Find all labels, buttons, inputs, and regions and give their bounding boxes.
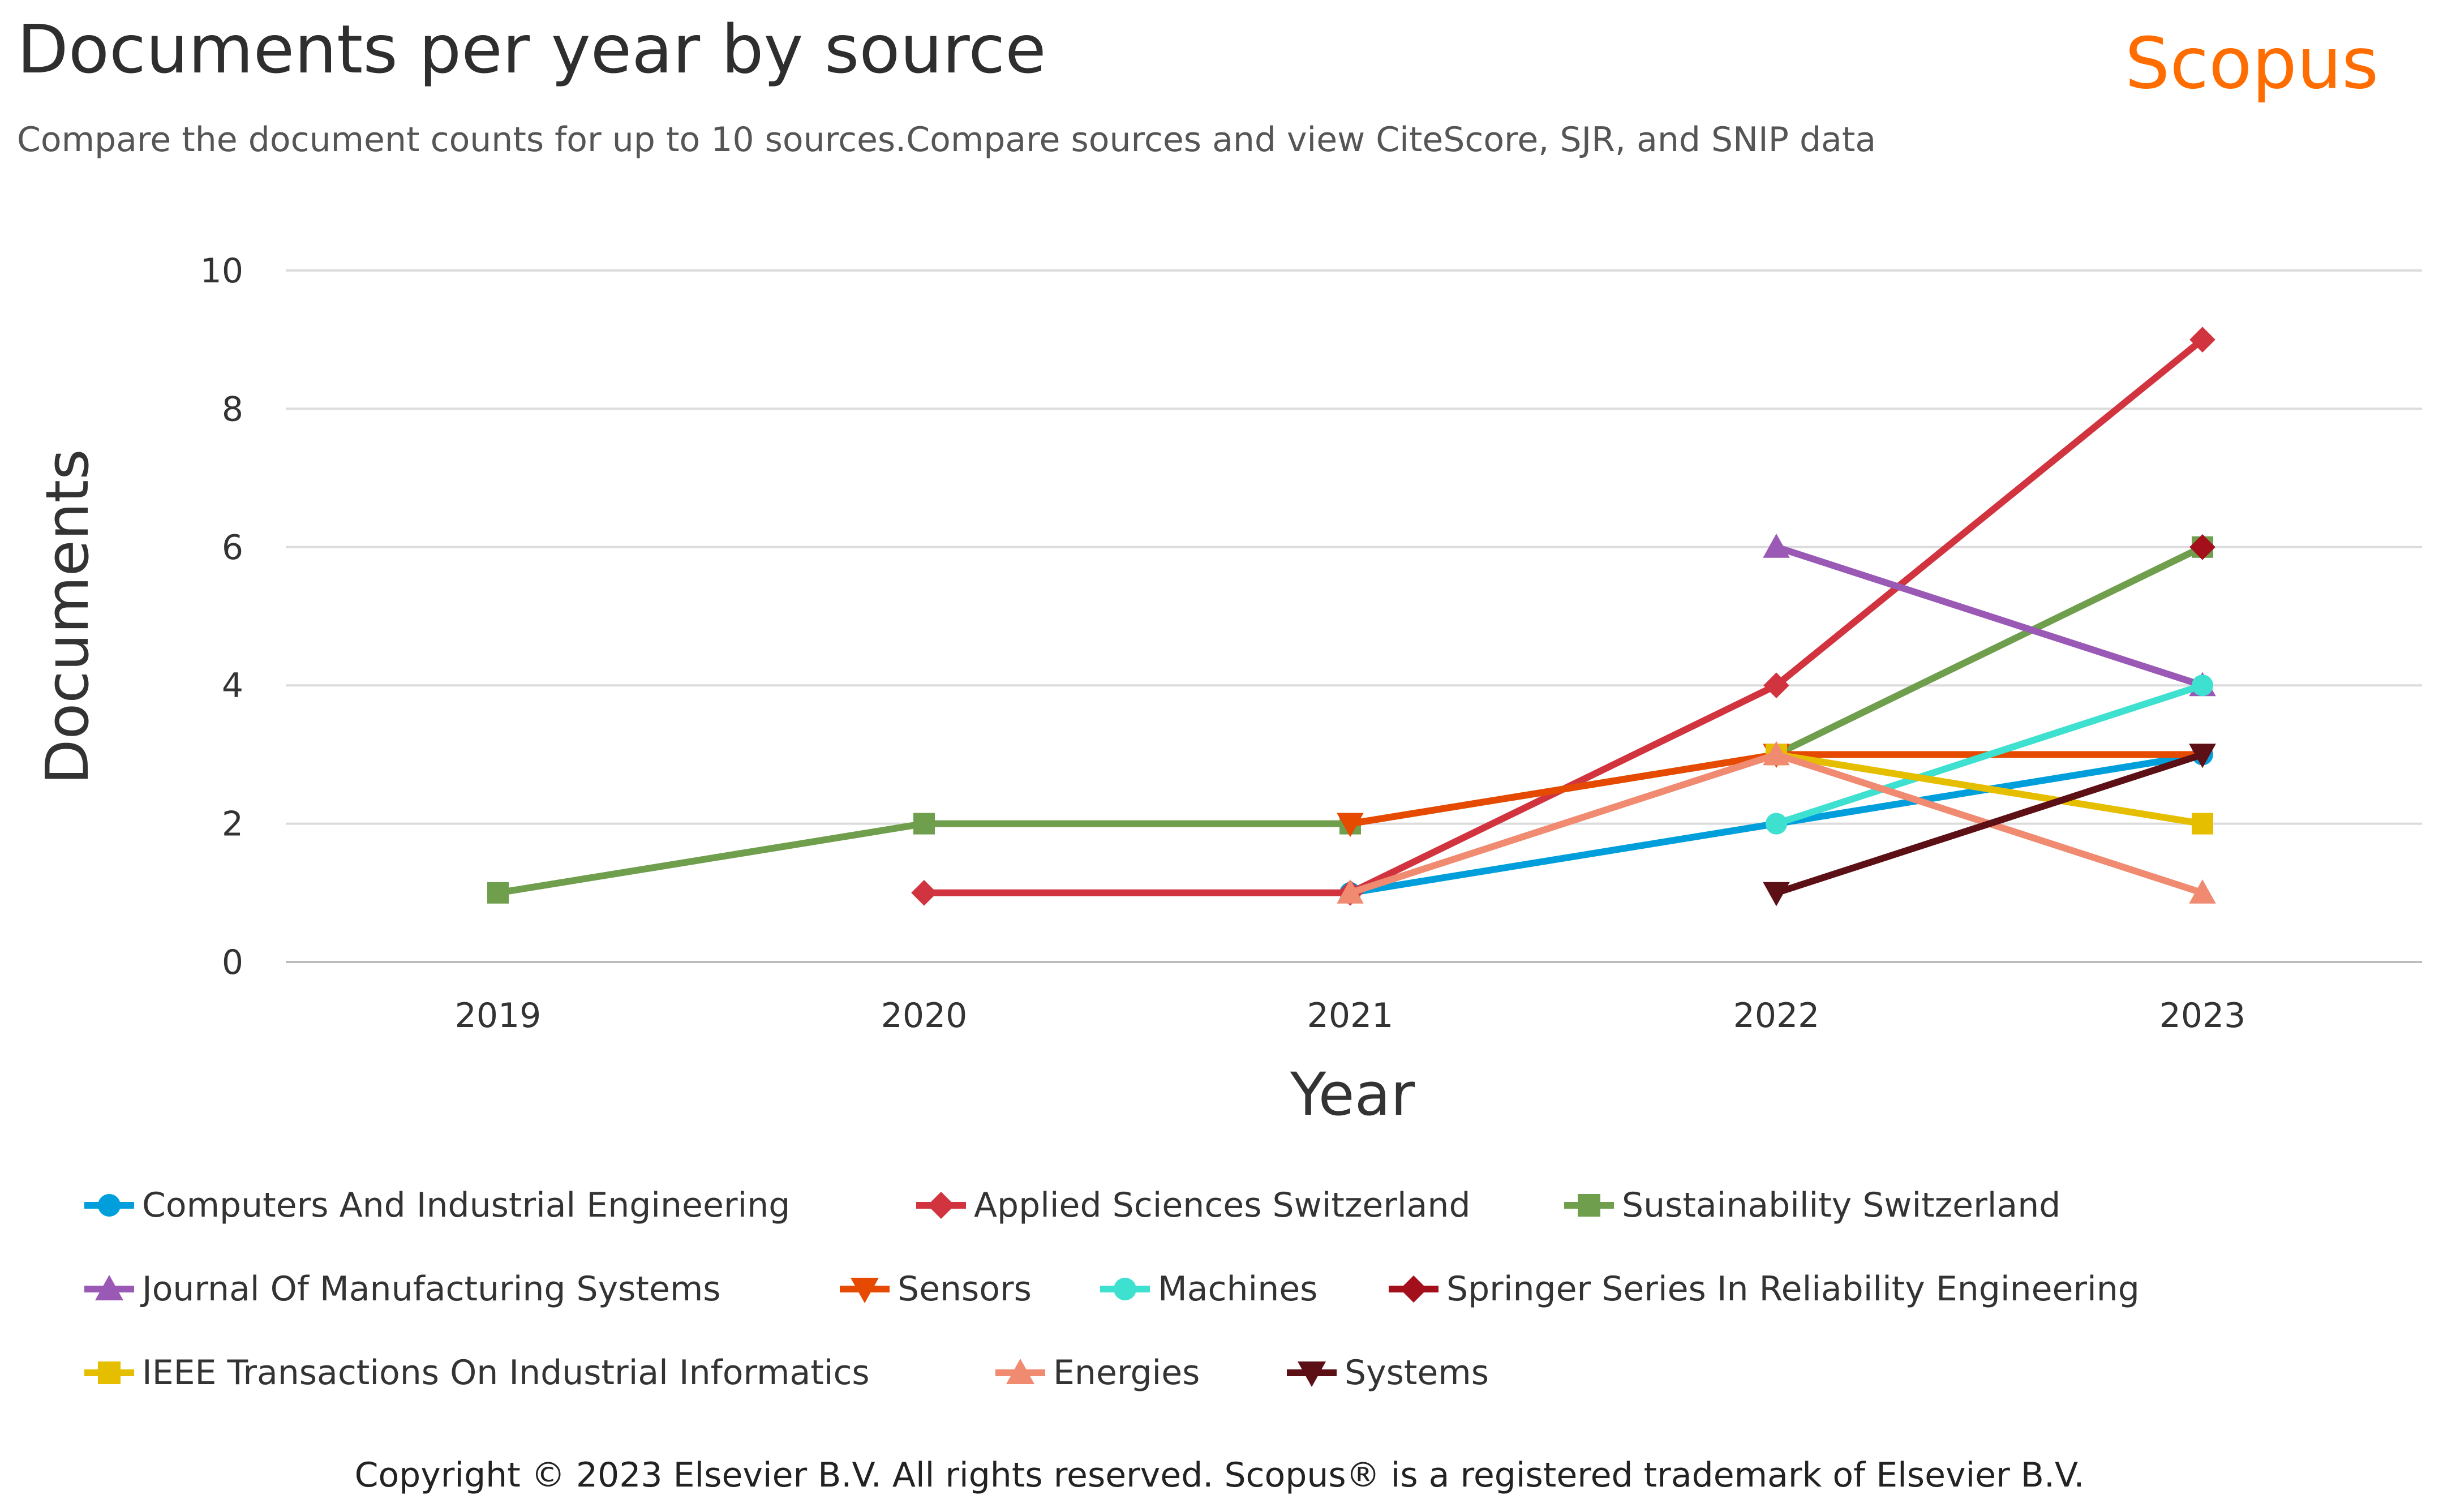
scopus-logo[interactable]: Scopus [2125, 23, 2379, 105]
x-tick-label: 2022 [1733, 996, 1820, 1036]
series-2 [487, 536, 2213, 904]
data-point[interactable] [2189, 744, 2216, 768]
legend-swatch-marker[interactable] [1114, 1278, 1136, 1300]
series-lines [487, 327, 2216, 907]
legend-label: Sensors [898, 1269, 1032, 1309]
data-point[interactable] [2189, 879, 2216, 904]
legend-swatch [84, 1361, 134, 1384]
legend-swatch-marker[interactable] [95, 1275, 123, 1300]
legend-swatch-marker[interactable] [851, 1278, 879, 1303]
copyright-notice: Copyright © 2023 Elsevier B.V. All right… [354, 1455, 2085, 1495]
legend-item[interactable]: Sensors [838, 1266, 1032, 1312]
x-tick-label: 2019 [455, 996, 542, 1036]
y-tick-label: 4 [222, 666, 243, 706]
series-line[interactable] [1773, 682, 2206, 827]
x-axis-label: Year [1290, 1060, 1415, 1129]
y-axis-ticks: 0 2 4 6 8 10 [200, 251, 243, 982]
data-point[interactable] [2189, 327, 2215, 353]
legend-item[interactable]: Sustainability Switzerland [1562, 1183, 2060, 1228]
data-point[interactable] [1763, 534, 1790, 558]
legend-item[interactable]: Computers And Industrial Engineering [82, 1183, 790, 1228]
y-tick-label: 10 [200, 251, 243, 291]
data-point[interactable] [911, 880, 937, 906]
data-point[interactable] [1763, 882, 1790, 907]
legend-label: Computers And Industrial Engineering [142, 1185, 791, 1225]
legend-item[interactable]: Journal Of Manufacturing Systems [82, 1266, 721, 1312]
series-5 [1766, 675, 2213, 835]
x-tick-label: 2020 [881, 996, 968, 1036]
y-tick-label: 2 [222, 805, 243, 844]
legend-label: Sustainability Switzerland [1622, 1185, 2061, 1225]
series-8 [1337, 741, 2216, 904]
legend-label: Journal Of Manufacturing Systems [142, 1269, 721, 1309]
x-tick-label: 2021 [1307, 996, 1394, 1036]
legend-label: Energies [1053, 1353, 1200, 1393]
data-point[interactable] [487, 882, 509, 904]
legend-swatch-marker[interactable] [927, 1192, 955, 1219]
legend-swatch [1564, 1194, 1614, 1217]
legend-item[interactable]: Energies [993, 1350, 1200, 1395]
data-point[interactable] [913, 813, 935, 835]
legend-swatch-marker[interactable] [1298, 1361, 1326, 1387]
legend-label: Systems [1345, 1353, 1489, 1393]
y-tick-label: 8 [222, 389, 243, 429]
series-1 [911, 327, 2215, 906]
series-9 [1763, 744, 2216, 907]
data-point[interactable] [1337, 879, 1364, 904]
series-line[interactable] [921, 336, 2206, 896]
legend-swatch-marker[interactable] [98, 1361, 121, 1384]
data-point[interactable] [1763, 672, 1789, 698]
legend-swatch [1100, 1278, 1150, 1300]
legend-swatch [1287, 1361, 1337, 1387]
legend-swatch [916, 1192, 966, 1219]
x-axis-ticks: 2019 2020 2021 2022 2023 [455, 996, 2246, 1036]
legend-swatch-marker[interactable] [1578, 1194, 1600, 1217]
legend-label: Springer Series In Reliability Engineeri… [1446, 1269, 2140, 1309]
legend-item[interactable]: Springer Series In Reliability Engineeri… [1386, 1266, 2140, 1312]
legend-swatch [1389, 1275, 1439, 1303]
legend-item[interactable]: Machines [1098, 1266, 1317, 1312]
y-tick-label: 0 [222, 943, 243, 982]
data-point[interactable] [2189, 534, 2215, 560]
chart-subtitle: Compare the document counts for up to 10… [17, 120, 1877, 160]
data-point[interactable] [1763, 741, 1790, 766]
legend-label: IEEE Transactions On Industrial Informat… [142, 1353, 870, 1393]
legend-item[interactable]: IEEE Transactions On Industrial Informat… [82, 1350, 870, 1395]
legend-swatch-marker[interactable] [1400, 1275, 1427, 1303]
legend-swatch-marker[interactable] [98, 1194, 121, 1217]
data-point[interactable] [1766, 813, 1787, 835]
data-point[interactable] [2192, 813, 2213, 835]
series-line[interactable] [1773, 751, 2206, 896]
legend-swatch [840, 1278, 890, 1303]
chart-legend: Computers And Industrial Engineering Appl… [82, 1183, 2402, 1454]
legend-item[interactable]: Applied Sciences Switzerland [914, 1183, 1471, 1228]
legend-swatch [84, 1275, 134, 1300]
legend-label: Machines [1158, 1269, 1318, 1309]
legend-swatch [995, 1359, 1045, 1384]
legend-item[interactable]: Systems [1285, 1350, 1489, 1395]
series-3 [1763, 534, 2216, 697]
data-point[interactable] [1337, 813, 1364, 837]
x-tick-label: 2023 [2159, 996, 2246, 1036]
series-6 [2189, 534, 2215, 560]
legend-swatch [84, 1194, 134, 1217]
grid-lines [286, 269, 2422, 963]
y-tick-label: 6 [222, 528, 243, 568]
chart-title: Documents per year by source [17, 10, 1046, 88]
series-line[interactable] [1773, 751, 2206, 827]
line-chart: 0 2 4 6 8 10 2019 2020 2021 2022 2023 Documents Y… [33, 251, 2422, 1129]
legend-swatch-marker[interactable] [1006, 1359, 1034, 1384]
data-point[interactable] [2192, 675, 2213, 697]
y-axis-label: Documents [33, 449, 102, 785]
legend-label: Applied Sciences Switzerland [974, 1185, 1471, 1225]
series-line[interactable] [1773, 543, 2206, 689]
